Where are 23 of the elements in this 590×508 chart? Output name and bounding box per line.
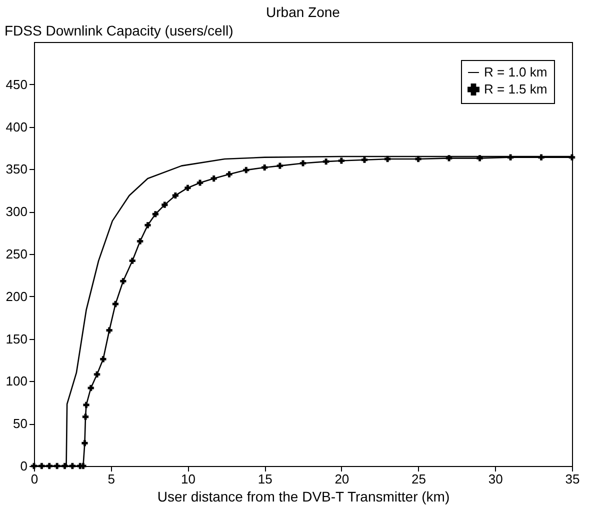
y-tick-label: 100 — [6, 374, 28, 389]
x-tick-label: 15 — [258, 472, 272, 486]
x-tick-label: 20 — [334, 472, 350, 486]
chart-title: Urban Zone — [266, 4, 340, 20]
y-tick-label: 150 — [6, 331, 28, 346]
x-tick-label: 10 — [180, 472, 196, 486]
y-tick-label: 200 — [6, 288, 28, 304]
x-tick-label: 25 — [412, 472, 426, 486]
x-tick-label: 35 — [565, 472, 580, 486]
y-tick-label: 250 — [6, 246, 28, 262]
legend-label: R = 1.0 km — [484, 64, 548, 80]
x-tick-label: 0 — [30, 472, 38, 486]
x-tick-label: 30 — [488, 472, 503, 486]
y-tick-label: 300 — [6, 204, 28, 220]
legend-label: R = 1.5 km — [484, 82, 548, 96]
y-tick-label: 400 — [6, 119, 28, 134]
y-tick-label: 450 — [6, 76, 28, 92]
x-tick-label: 5 — [108, 472, 115, 486]
y-tick-label: 0 — [20, 458, 28, 474]
y-tick-label: 50 — [13, 416, 28, 432]
y-axis-title: FDSS Downlink Capacity (users/cell) — [4, 22, 234, 38]
x-axis-title: User distance from the DVB-T Transmitter (km) — [157, 488, 450, 504]
y-tick-label: 350 — [6, 162, 28, 177]
